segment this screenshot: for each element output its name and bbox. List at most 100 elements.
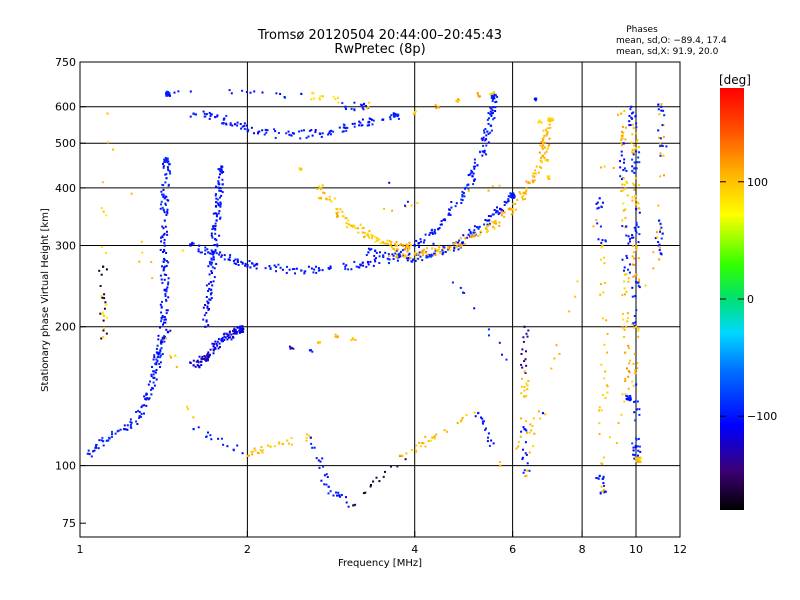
echo-point	[535, 165, 538, 168]
echo-point	[88, 452, 91, 456]
echo-point	[431, 232, 434, 235]
echo-point	[169, 329, 172, 332]
echo-point	[167, 261, 170, 264]
echo-point	[462, 234, 465, 237]
echo-point	[197, 361, 200, 364]
echo-point	[453, 243, 455, 246]
echo-point	[140, 412, 143, 415]
echo-point	[637, 281, 640, 284]
echo-point	[194, 365, 197, 368]
echo-point	[533, 97, 536, 100]
echo-point	[165, 309, 168, 312]
echo-point	[239, 123, 242, 125]
echo-point	[531, 179, 534, 182]
echo-point	[473, 178, 476, 181]
echo-point	[433, 437, 436, 440]
echo-point	[598, 406, 601, 409]
echo-point	[215, 201, 218, 204]
echo-point	[364, 491, 367, 494]
echo-point	[354, 503, 357, 506]
echo-point	[491, 109, 494, 112]
echo-point	[576, 280, 579, 283]
echo-point	[388, 262, 390, 265]
echo-point	[166, 212, 169, 215]
echo-point	[413, 111, 416, 113]
echo-point	[485, 144, 488, 147]
echo-point	[373, 258, 376, 261]
echo-point	[483, 129, 485, 132]
echo-point	[361, 227, 364, 230]
echo-point	[513, 195, 516, 198]
echo-point	[627, 375, 630, 378]
echo-point	[636, 400, 639, 403]
echo-point	[454, 242, 457, 244]
echo-point	[652, 251, 655, 254]
echo-point	[164, 225, 167, 228]
echo-point	[638, 151, 641, 154]
echo-point	[369, 248, 372, 251]
echo-point	[318, 97, 321, 100]
echo-point	[211, 228, 214, 231]
chart-title: Tromsø 20120504 20:44:00–20:45:43	[257, 28, 502, 43]
echo-point	[631, 236, 633, 239]
echo-point	[209, 348, 212, 351]
echo-point	[145, 393, 148, 396]
echo-point	[395, 241, 398, 243]
echo-point	[542, 144, 545, 147]
echo-point	[98, 439, 101, 442]
echo-point	[526, 335, 529, 338]
echo-point	[350, 268, 353, 271]
echo-point	[345, 129, 348, 132]
echo-point	[632, 244, 634, 247]
echo-point	[658, 136, 660, 139]
echo-point	[269, 268, 272, 270]
echo-point	[162, 323, 164, 326]
echo-point	[337, 494, 340, 497]
echo-point	[487, 215, 490, 217]
y-tick-label: 100	[55, 460, 76, 473]
echo-point	[459, 420, 462, 423]
echo-point	[177, 90, 180, 93]
echo-point	[453, 247, 456, 250]
echo-point	[216, 202, 220, 205]
echo-point	[294, 272, 296, 275]
echo-point	[129, 423, 132, 426]
echo-point	[305, 436, 308, 439]
echo-point	[473, 411, 476, 414]
echo-point	[334, 335, 337, 338]
echo-point	[307, 265, 310, 268]
echo-point	[455, 202, 458, 205]
echo-point	[293, 132, 295, 135]
echo-point	[473, 161, 476, 164]
echo-point	[547, 145, 550, 148]
echo-point	[359, 264, 363, 267]
echo-point	[460, 198, 463, 201]
echo-point	[365, 107, 368, 110]
echo-point	[378, 255, 381, 258]
echo-point	[512, 194, 515, 196]
echo-point	[454, 205, 457, 208]
echo-point	[203, 115, 206, 118]
echo-point	[633, 226, 636, 229]
echo-point	[195, 113, 197, 116]
echo-point	[626, 317, 629, 320]
echo-point	[335, 212, 338, 215]
echo-point	[165, 173, 168, 176]
echo-point	[156, 355, 159, 359]
echo-point	[192, 359, 195, 362]
echo-point	[389, 116, 392, 119]
echo-point	[205, 319, 208, 322]
echo-point	[489, 93, 492, 95]
echo-point	[162, 268, 165, 271]
echo-point	[635, 147, 638, 150]
echo-point	[458, 243, 461, 246]
echo-point	[152, 387, 154, 390]
echo-point	[629, 240, 631, 243]
echo-point	[539, 417, 542, 420]
echo-point	[373, 235, 376, 238]
echo-point	[520, 353, 523, 355]
echo-point	[537, 121, 540, 124]
echo-point	[442, 251, 445, 254]
echo-point	[205, 435, 208, 438]
